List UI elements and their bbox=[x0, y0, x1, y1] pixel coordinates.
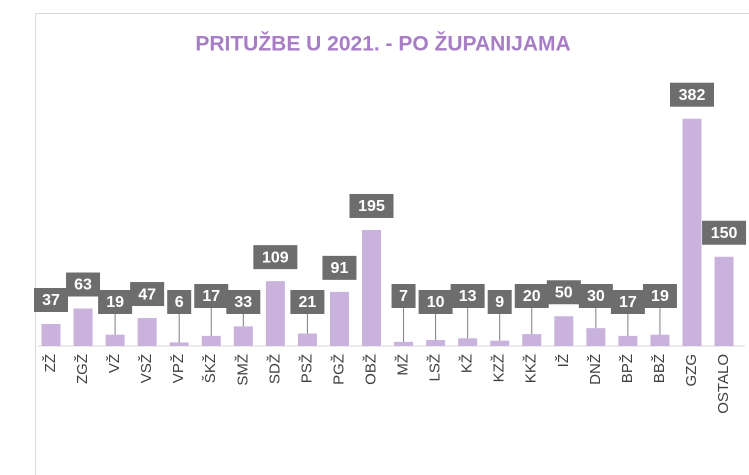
data-label-box bbox=[487, 290, 512, 314]
x-tick-label: VŽ bbox=[106, 354, 123, 373]
x-tick-label: VPŽ bbox=[170, 354, 187, 383]
data-label-box bbox=[253, 245, 298, 270]
bar bbox=[586, 328, 606, 346]
data-label-box bbox=[391, 284, 416, 308]
data-label: 382 bbox=[679, 87, 706, 104]
x-tick-label: MŽ bbox=[395, 354, 412, 376]
data-label-box bbox=[702, 220, 747, 245]
x-tick-label: KZŽ bbox=[491, 354, 508, 382]
bar bbox=[522, 334, 542, 346]
data-label: 195 bbox=[358, 198, 385, 215]
x-tick-label: ZGŽ bbox=[74, 354, 91, 384]
data-label: 30 bbox=[587, 288, 605, 305]
data-label: 13 bbox=[459, 288, 477, 305]
data-label-box bbox=[98, 290, 133, 314]
data-label: 17 bbox=[619, 294, 637, 311]
x-tick-label: IŽ bbox=[555, 354, 572, 367]
data-label-box bbox=[642, 284, 677, 308]
data-label: 37 bbox=[42, 292, 60, 309]
chart-frame bbox=[35, 13, 749, 475]
data-label: 150 bbox=[711, 225, 738, 242]
data-label-box bbox=[167, 290, 192, 314]
bar bbox=[201, 335, 221, 346]
x-tick-label: ŠKŽ bbox=[202, 354, 219, 383]
data-label-box bbox=[194, 284, 229, 308]
data-label-box bbox=[349, 193, 394, 218]
bar bbox=[490, 340, 510, 346]
bar bbox=[41, 323, 61, 346]
x-tick-label: SDŽ bbox=[266, 354, 283, 384]
data-label: 19 bbox=[651, 288, 669, 305]
x-tick-label: KKŽ bbox=[523, 354, 540, 383]
x-tick-label: PSŽ bbox=[298, 354, 315, 383]
data-label: 20 bbox=[523, 288, 541, 305]
x-tick-label: VSŽ bbox=[138, 354, 155, 383]
bar bbox=[169, 342, 189, 346]
bar bbox=[650, 334, 670, 346]
x-tick-label: BPŽ bbox=[619, 354, 636, 383]
x-tick-label: BBŽ bbox=[651, 354, 668, 383]
data-label: 63 bbox=[74, 277, 92, 294]
chart-title: PRITUŽBE U 2021. - PO ŽUPANIJAMA bbox=[195, 32, 570, 56]
bar bbox=[426, 340, 446, 346]
data-label-box bbox=[546, 280, 581, 305]
data-label: 109 bbox=[262, 249, 289, 266]
x-tick-label: PGŽ bbox=[330, 354, 347, 385]
data-label-box bbox=[66, 272, 101, 297]
data-label: 9 bbox=[495, 294, 504, 311]
data-label-box bbox=[34, 287, 68, 312]
x-tick-label: SMŽ bbox=[234, 354, 251, 386]
bar bbox=[714, 256, 734, 346]
x-tick-label: GZG bbox=[683, 354, 700, 387]
bar bbox=[105, 334, 125, 346]
x-tick-label: DNŽ bbox=[587, 354, 604, 385]
bar bbox=[329, 291, 349, 346]
bar bbox=[233, 326, 253, 346]
data-label-box bbox=[322, 255, 357, 280]
data-label: 6 bbox=[175, 294, 184, 311]
data-label: 47 bbox=[138, 286, 156, 303]
data-label: 21 bbox=[299, 294, 317, 311]
bar bbox=[297, 333, 317, 346]
bar bbox=[394, 341, 414, 346]
bar bbox=[554, 316, 574, 346]
x-tick-label: OSTALO bbox=[715, 354, 732, 414]
data-label-box bbox=[670, 82, 714, 107]
data-label: 50 bbox=[555, 284, 573, 301]
data-label: 19 bbox=[106, 294, 124, 311]
bar bbox=[458, 338, 478, 346]
data-label-box bbox=[578, 284, 613, 308]
x-tick-label: KŽ bbox=[459, 354, 476, 373]
bar bbox=[137, 318, 157, 346]
bar bbox=[73, 308, 93, 346]
x-tick-label: OBŽ bbox=[362, 354, 379, 385]
data-label: 91 bbox=[331, 260, 349, 277]
data-label-box bbox=[450, 284, 485, 308]
data-label: 33 bbox=[234, 294, 252, 311]
data-label: 10 bbox=[427, 294, 445, 311]
data-label-box bbox=[290, 290, 325, 314]
data-label-box bbox=[130, 282, 165, 307]
x-tick-label: LSŽ bbox=[427, 354, 444, 382]
bar bbox=[682, 118, 702, 347]
data-label-box bbox=[514, 284, 549, 308]
data-label: 7 bbox=[399, 288, 408, 305]
x-tick-label: ZŽ bbox=[42, 354, 59, 372]
bar bbox=[618, 335, 638, 346]
bar bbox=[265, 281, 285, 346]
data-label-box bbox=[226, 290, 261, 314]
data-label-box bbox=[610, 290, 645, 314]
bar bbox=[362, 229, 381, 346]
data-label: 17 bbox=[202, 288, 220, 305]
data-label-box bbox=[418, 290, 453, 314]
